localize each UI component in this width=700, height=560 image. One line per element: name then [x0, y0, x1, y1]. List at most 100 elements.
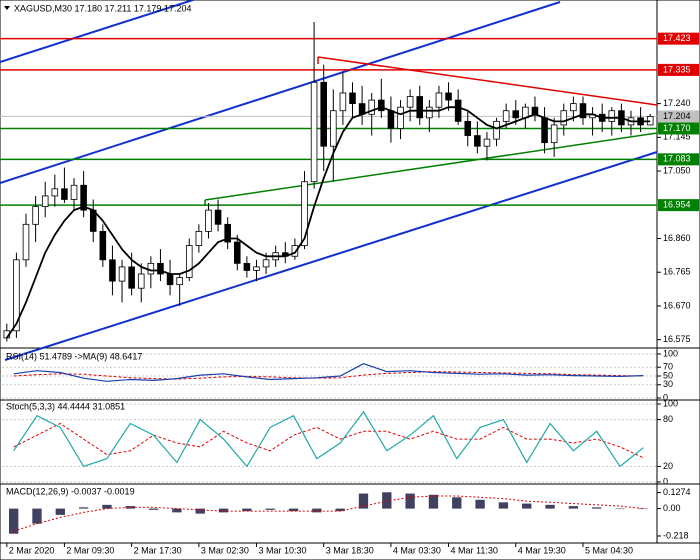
y-tick-label: 16.765 — [663, 267, 691, 277]
y-tick-label: 16.670 — [663, 300, 691, 310]
macd-bar — [148, 508, 159, 510]
indicator-line — [13, 363, 644, 382]
candle-body — [502, 110, 510, 122]
signal-line — [13, 422, 644, 459]
x-tick-label: 5 Mar 04:30 — [585, 545, 633, 555]
x-tick-label: 3 Mar 18:30 — [326, 545, 374, 555]
macd-bar — [615, 508, 625, 510]
candle-body — [109, 259, 116, 282]
candle-body — [214, 209, 222, 225]
candle-body — [541, 117, 548, 144]
candle-body — [378, 99, 385, 112]
macd-bar — [312, 508, 322, 513]
candle-body — [426, 106, 433, 119]
macd-bar — [428, 494, 439, 509]
candle-body — [233, 241, 241, 264]
candle-body — [560, 110, 568, 126]
macd-bar — [265, 508, 275, 510]
macd-bar — [592, 507, 602, 509]
y-tick-label: 16.575 — [663, 334, 691, 344]
y-tick-label: 17.145 — [663, 132, 691, 142]
macd-bar — [382, 492, 392, 509]
y-tick-label: 100 — [663, 398, 678, 408]
x-tick-label: 2 Mar 17:30 — [134, 545, 182, 555]
candle-body — [32, 206, 39, 225]
candle-body — [70, 184, 78, 200]
panel-title: MACD(12,26,9) -0.0037 -0.0019 — [6, 486, 135, 496]
candle-body — [387, 110, 395, 129]
x-tick-label: 4 Mar 11:30 — [451, 545, 498, 555]
panel-title: Stoch(5,3,3) 44.4444 31.0851 — [6, 401, 125, 411]
candle-body — [320, 81, 327, 147]
candle-body — [61, 188, 68, 200]
menu-arrow — [4, 6, 10, 10]
y-tick-label: 20 — [663, 461, 673, 471]
candle-body — [147, 262, 155, 275]
candle-body — [291, 245, 299, 257]
y-tick-label: 17.050 — [663, 165, 691, 175]
y-tick-label: 100 — [663, 348, 678, 358]
candle-body — [224, 223, 231, 243]
candle-body — [99, 231, 107, 261]
candle-body — [445, 92, 452, 101]
candle-body — [80, 184, 87, 211]
y-tick-label: 0 — [663, 476, 668, 486]
candle-body — [176, 277, 183, 286]
candle-body — [608, 110, 616, 122]
macd-bar — [335, 508, 345, 512]
macd-bar — [242, 508, 252, 512]
support-line — [204, 132, 658, 201]
candle-body — [579, 103, 587, 119]
macd-bar — [8, 508, 19, 534]
signal-line — [13, 495, 644, 532]
macd-bar — [568, 506, 579, 509]
y-tick-label: 0 — [663, 392, 668, 402]
candle-body — [483, 138, 491, 147]
x-tick-label: 4 Mar 19:30 — [518, 545, 566, 555]
y-tick-label: 80 — [663, 414, 673, 424]
channel-upper — [0, 1, 561, 184]
bid-tag — [658, 110, 699, 123]
macd-bar — [358, 493, 369, 509]
x-tick-label: 3 Mar 10:30 — [258, 545, 306, 555]
indicator-line — [13, 410, 644, 468]
channel-lower — [4, 151, 658, 361]
candle-body — [570, 103, 577, 112]
candle-body — [118, 266, 126, 282]
level-label: 17.335 — [663, 64, 691, 74]
macd-bar — [172, 508, 182, 513]
level-label: 16.954 — [663, 200, 691, 210]
candle-body — [137, 273, 145, 289]
bid-label: 17.204 — [663, 111, 691, 121]
macd-bar — [218, 508, 229, 513]
candle-body — [339, 92, 347, 112]
macd-bar — [545, 504, 555, 509]
y-tick-label: 0.00 — [663, 503, 681, 513]
candle-body — [205, 209, 212, 232]
candle-body — [262, 259, 270, 268]
x-tick-label: 2 Mar 2020 — [9, 545, 55, 555]
y-tick-label: 16.860 — [663, 233, 691, 243]
candle-body — [301, 181, 308, 247]
candle-body — [22, 223, 30, 261]
candle-body — [493, 120, 500, 140]
candle-body — [474, 135, 481, 147]
macd-bar — [475, 499, 485, 509]
x-tick-label: 4 Mar 03:30 — [393, 545, 441, 555]
level-tag — [658, 32, 699, 45]
level-label: 17.170 — [663, 123, 691, 133]
macd-bar — [638, 508, 649, 510]
macd-bar — [452, 497, 462, 509]
candle-body — [51, 188, 59, 197]
level-tag — [658, 153, 699, 166]
candle-body — [13, 259, 20, 332]
y-tick-label: 50 — [663, 370, 673, 380]
level-label: 17.083 — [663, 154, 691, 164]
y-tick-label: 0.1274 — [663, 487, 691, 497]
macd-bar — [195, 508, 205, 514]
candle-body — [157, 262, 164, 275]
level-tag — [658, 122, 699, 135]
candle-body — [166, 273, 174, 286]
